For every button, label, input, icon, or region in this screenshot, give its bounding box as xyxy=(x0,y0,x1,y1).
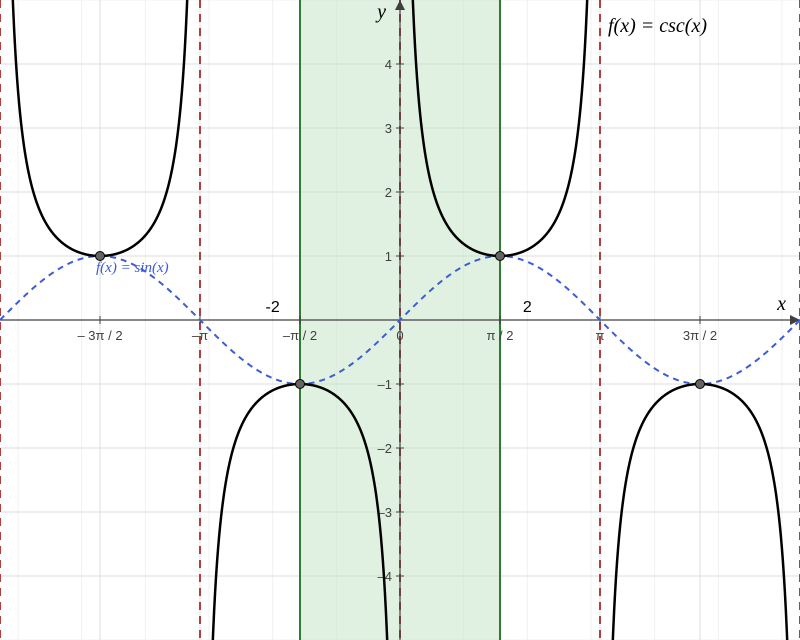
svg-text:π: π xyxy=(596,328,605,343)
svg-text:x: x xyxy=(776,293,786,315)
svg-text:3: 3 xyxy=(385,121,392,136)
sin-label: f(x) = sin(x) xyxy=(96,260,169,276)
svg-text:y: y xyxy=(375,1,386,23)
svg-text:0: 0 xyxy=(396,328,403,343)
tangent-point xyxy=(696,380,705,389)
svg-text:2: 2 xyxy=(385,185,392,200)
svg-text:-2: -2 xyxy=(266,299,280,316)
svg-text:2: 2 xyxy=(523,299,532,316)
tangent-point xyxy=(296,380,305,389)
csc-sin-plot: – 3π / 2–π–π / 20π / 2π3π / 2-22–4–3–2–1… xyxy=(0,0,800,640)
svg-text:–1: –1 xyxy=(378,377,392,392)
csc-label: f(x) = csc(x) xyxy=(608,15,707,37)
svg-text:–2: –2 xyxy=(378,441,392,456)
svg-text:1: 1 xyxy=(385,249,392,264)
svg-text:π / 2: π / 2 xyxy=(486,328,513,343)
svg-text:3π / 2: 3π / 2 xyxy=(683,328,717,343)
svg-text:– 3π / 2: – 3π / 2 xyxy=(77,328,122,343)
svg-text:–π / 2: –π / 2 xyxy=(283,328,317,343)
svg-text:–π: –π xyxy=(192,328,208,343)
tangent-point xyxy=(495,252,504,261)
svg-text:4: 4 xyxy=(385,57,392,72)
